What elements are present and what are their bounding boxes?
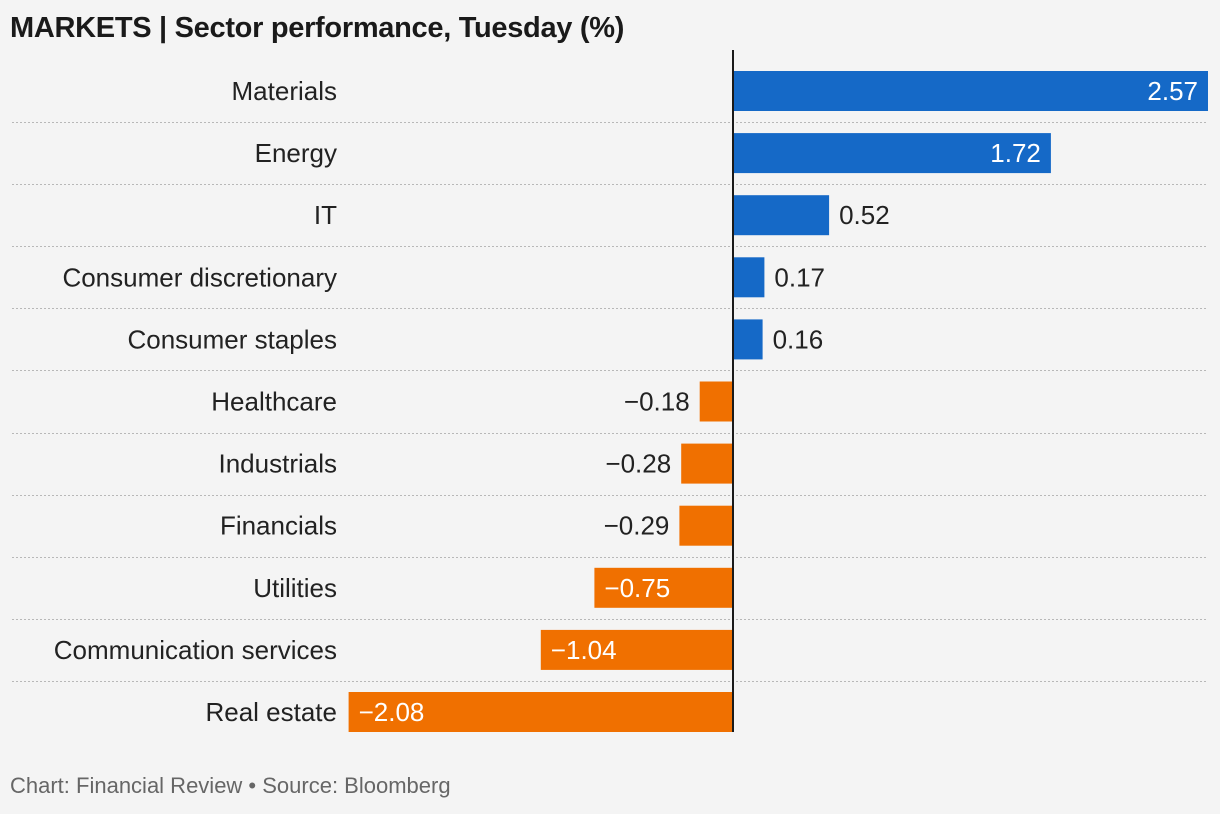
- chart-title: MARKETS | Sector performance, Tuesday (%…: [10, 12, 625, 44]
- bar-it: [733, 195, 830, 236]
- bar-communication-services: [540, 629, 733, 670]
- bars: [348, 71, 1208, 732]
- category-label: Consumer discretionary: [62, 262, 337, 292]
- category-label: Real estate: [205, 697, 337, 727]
- value-label: −0.75: [604, 573, 670, 603]
- category-label: IT: [314, 200, 337, 230]
- bar-utilities: [594, 567, 733, 608]
- category-label: Financials: [220, 511, 337, 541]
- value-label: −0.28: [605, 449, 671, 479]
- chart-source: Chart: Financial Review • Source: Bloomb…: [10, 773, 451, 798]
- value-label: −2.08: [359, 697, 425, 727]
- bar-consumer-staples: [733, 319, 763, 360]
- value-label: −0.18: [624, 387, 690, 417]
- category-label: Communication services: [54, 635, 337, 665]
- value-label: 0.16: [773, 324, 824, 354]
- category-label: Materials: [232, 76, 337, 106]
- category-label: Healthcare: [211, 387, 337, 417]
- category-label: Industrials: [219, 449, 338, 479]
- value-label: −1.04: [551, 635, 617, 665]
- value-label: 0.17: [774, 262, 825, 292]
- labels: Materials 2.57 Energy 1.72 IT 0.52 Consumer di…: [54, 76, 1198, 727]
- category-label: Energy: [255, 138, 337, 168]
- bar-materials: [733, 71, 1208, 111]
- category-label: Consumer staples: [127, 324, 337, 354]
- gridlines: [12, 122, 1208, 682]
- category-label: Utilities: [253, 573, 337, 603]
- bar-real-estate: [348, 692, 733, 732]
- bar-healthcare: [699, 381, 733, 422]
- bar-financials: [679, 505, 733, 546]
- value-label: −0.29: [604, 511, 670, 541]
- value-label: 1.72: [990, 138, 1041, 168]
- bar-industrials: [681, 443, 733, 484]
- bar-consumer-discretionary: [733, 257, 765, 298]
- bar-energy: [733, 133, 1051, 174]
- value-label: 2.57: [1147, 76, 1198, 106]
- value-label: 0.52: [839, 200, 890, 230]
